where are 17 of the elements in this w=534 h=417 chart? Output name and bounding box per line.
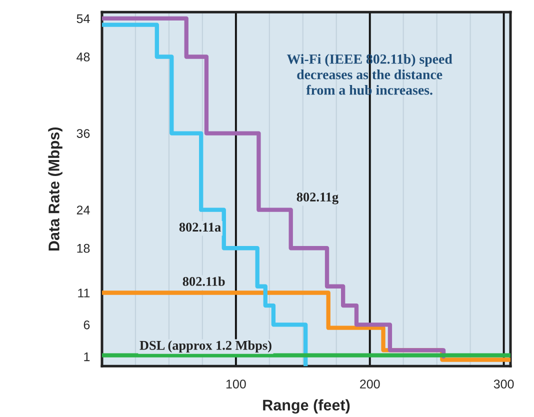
- y-tick-label: 54: [76, 14, 90, 24]
- x-tick-label: 300: [494, 380, 514, 388]
- series-label: 802.11b: [182, 276, 225, 286]
- x-tick-label: 100: [226, 380, 246, 388]
- y-tick-label: 18: [77, 244, 90, 253]
- y-tick-label: 24: [76, 206, 90, 214]
- y-tick-label: 36: [76, 129, 90, 138]
- series-label: 802.11a: [179, 222, 221, 232]
- series-label: 802.11g: [296, 192, 338, 204]
- y-tick-label: 6: [84, 320, 90, 330]
- series-label: DSL (approx 1.2 Mbps): [140, 340, 272, 353]
- x-axis-title: Range (feet): [263, 399, 350, 414]
- x-tick-label: 200: [360, 380, 380, 388]
- y-tick-label: 1: [84, 352, 90, 362]
- y-axis-title: Data Rate (Mbps): [48, 127, 62, 250]
- y-tick-label: 48: [76, 52, 90, 62]
- y-tick-label: 11: [78, 288, 90, 298]
